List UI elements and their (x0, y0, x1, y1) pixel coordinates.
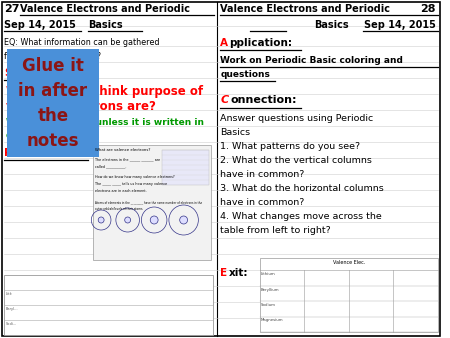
Text: Valence Electrons and Periodic: Valence Electrons and Periodic (20, 4, 189, 14)
Text: Basics: Basics (314, 20, 348, 30)
Text: Magnesium: Magnesium (261, 318, 284, 322)
Text: Beryllium: Beryllium (261, 288, 279, 291)
Text: Sodi…: Sodi… (6, 322, 17, 326)
Text: E: E (220, 268, 228, 278)
Text: What do you think purpose of: What do you think purpose of (6, 85, 203, 98)
Text: outer orbitals/levels of their atoms.: outer orbitals/levels of their atoms. (95, 207, 144, 211)
Text: C: C (220, 95, 229, 105)
Text: A: A (220, 38, 229, 48)
Text: 27: 27 (4, 4, 19, 14)
Bar (260, 258, 438, 332)
Text: 2. What do the vertical columns: 2. What do the vertical columns (220, 156, 372, 165)
Text: The electrons in the ______ _______ are: The electrons in the ______ _______ are (95, 157, 161, 161)
Text: green!!!!: green!!!! (6, 131, 52, 140)
Bar (162, 150, 209, 185)
Circle shape (125, 217, 130, 223)
Text: 28: 28 (420, 4, 436, 14)
Circle shape (98, 217, 104, 223)
Text: Write everything unless it is written in: Write everything unless it is written in (6, 118, 204, 127)
Bar (7, 49, 99, 157)
Circle shape (150, 216, 158, 224)
Text: 3. What do the horizontal columns: 3. What do the horizontal columns (220, 184, 384, 193)
Text: Sep 14, 2015: Sep 14, 2015 (364, 20, 436, 30)
Text: Basics: Basics (88, 20, 123, 30)
Text: Valence Electrons and Periodic: Valence Electrons and Periodic (220, 4, 391, 14)
Text: Glue it
in after
the
notes: Glue it in after the notes (18, 56, 88, 150)
Text: What are valence electrons?: What are valence electrons? (95, 148, 151, 152)
Text: Lithium: Lithium (261, 272, 275, 276)
Text: ractice:: ractice: (13, 148, 58, 158)
Text: Basics: Basics (220, 128, 251, 137)
Text: from the periodic table?: from the periodic table? (4, 52, 101, 61)
Text: have in common?: have in common? (220, 170, 305, 179)
Text: 1. What patterns do you see?: 1. What patterns do you see? (220, 142, 360, 151)
Text: called ___________.: called ___________. (95, 164, 127, 168)
Text: electrons are in each element.: electrons are in each element. (95, 189, 147, 193)
Text: table from left to right?: table from left to right? (220, 226, 331, 235)
Text: S: S (4, 68, 11, 78)
Text: Valence Elec.: Valence Elec. (333, 260, 365, 265)
Text: 4. What changes move across the: 4. What changes move across the (220, 212, 382, 221)
Circle shape (180, 216, 188, 224)
Text: questions: questions (220, 70, 270, 79)
Text: Sep 14, 2015: Sep 14, 2015 (4, 20, 76, 30)
Bar (4, 275, 213, 335)
Text: Atoms of elements in the _________ have the same number of electrons in the: Atoms of elements in the _________ have … (95, 200, 202, 204)
Text: onnection:: onnection: (230, 95, 297, 105)
Text: P: P (4, 148, 12, 158)
Bar (93, 145, 211, 260)
Text: have in common?: have in common? (220, 198, 305, 207)
Text: valence electrons are?: valence electrons are? (6, 100, 156, 113)
Text: Sodium: Sodium (261, 303, 276, 307)
Text: tarter: tarter (13, 68, 47, 78)
Text: Work on Periodic Basic coloring and: Work on Periodic Basic coloring and (220, 56, 403, 65)
Text: Litè: Litè (6, 292, 13, 296)
Text: xit:: xit: (230, 268, 249, 278)
Text: Beryl…: Beryl… (6, 307, 18, 311)
Text: Answer questions using Periodic: Answer questions using Periodic (220, 114, 374, 123)
Text: EQ: What information can be gathered: EQ: What information can be gathered (4, 38, 159, 47)
Text: How do we know how many valence electrons?: How do we know how many valence electron… (95, 175, 175, 179)
Text: pplication:: pplication: (230, 38, 292, 48)
Text: The _____ _____ tells us how many valence: The _____ _____ tells us how many valenc… (95, 182, 167, 186)
